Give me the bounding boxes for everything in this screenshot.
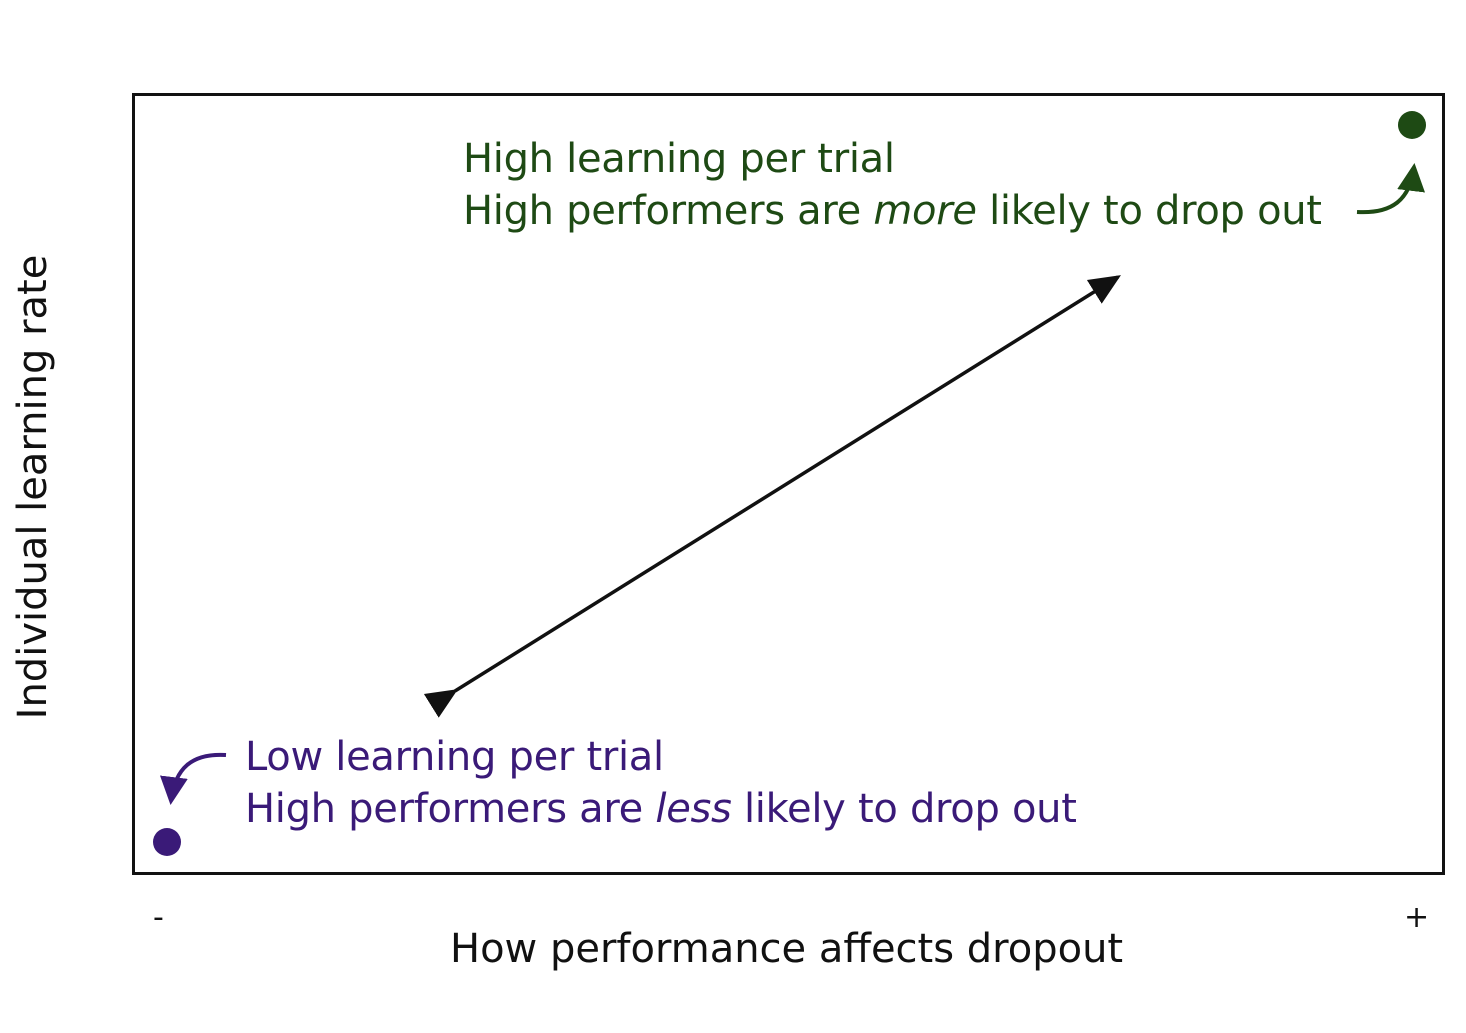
y-axis-title: Individual learning rate: [10, 254, 56, 720]
high-label-line2-start: High performers are: [463, 188, 874, 234]
high-learning-label: High learning per trial High performers …: [463, 133, 1322, 237]
low-label-line2-start: High performers are: [245, 786, 656, 832]
x-tick-plus: +: [1404, 900, 1430, 935]
low-learning-label: Low learning per trial High performers a…: [245, 731, 1077, 835]
plot-frame: [132, 93, 1445, 875]
low-label-emphasis: less: [655, 786, 732, 832]
high-label-emphasis: more: [873, 188, 977, 234]
low-label-line1: Low learning per trial: [245, 734, 664, 780]
x-tick-minus: -: [153, 900, 164, 935]
high-label-line2: High performers are more likely to drop …: [463, 185, 1322, 237]
high-label-line2-end: likely to drop out: [976, 188, 1322, 234]
x-axis-title: How performance affects dropout: [450, 926, 1124, 972]
low-label-line2-end: likely to drop out: [731, 786, 1077, 832]
high-label-line1: High learning per trial: [463, 136, 895, 182]
low-label-line2: High performers are less likely to drop …: [245, 783, 1077, 835]
